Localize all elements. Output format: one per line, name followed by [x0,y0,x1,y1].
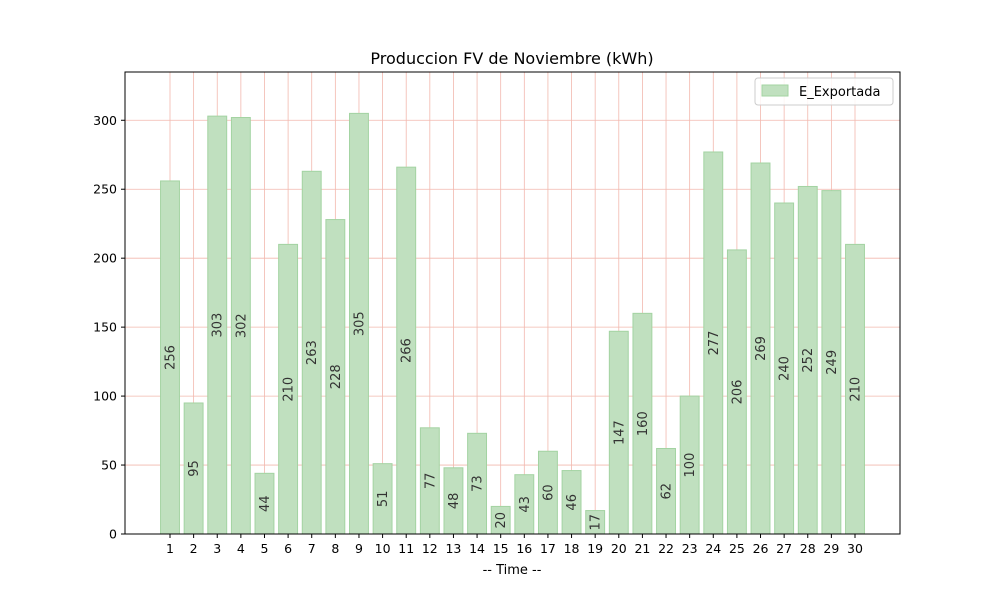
bar-value-label: 62 [660,483,675,500]
bar-value-label: 46 [565,494,580,511]
x-tick-label: 10 [375,541,391,556]
bar-value-label: 44 [258,495,273,512]
x-tick-label: 23 [682,541,698,556]
x-tick-label: 11 [398,541,414,556]
chart-title: Produccion FV de Noviembre (kWh) [370,49,653,68]
plot-frame [124,71,901,535]
bar-value-label: 256 [164,345,179,370]
bar-value-label: 95 [187,460,202,477]
bar-value-label: 20 [494,512,509,529]
x-tick-label: 28 [800,541,816,556]
bar-value-label: 43 [518,496,533,513]
y-tick-label: 200 [93,251,117,266]
bar-value-label: 269 [754,336,769,361]
bar-value-label: 305 [352,311,367,336]
y-axis-ticks: 0 50 100 150 200 250 300 [93,113,125,542]
x-tick-label: 13 [445,541,461,556]
bar-value-label: 77 [423,473,438,490]
x-tick-label: 15 [493,541,509,556]
x-tick-label: 21 [634,541,650,556]
x-tick-label: 4 [237,541,245,556]
bar-value-label: 147 [612,420,627,445]
bar-value-label: 206 [730,380,745,405]
bar-value-label: 228 [329,364,344,389]
x-axis-label: -- Time -- [483,563,542,578]
bar-value-label: 302 [234,313,249,338]
x-tick-label: 18 [564,541,580,556]
x-tick-label: 20 [611,541,627,556]
legend: E_Exportada [754,77,894,106]
bar-value-label: 277 [707,331,722,356]
bars [160,112,865,535]
x-axis-ticks: 1 2 3 4 5 6 7 8 9 10 11 12 13 14 15 16 17 18 19 20 21 22 23 24 2… [166,534,863,556]
x-tick-label: 3 [213,541,221,556]
legend-label: E_Exportada [799,85,880,100]
bar-value-label: 51 [376,491,391,508]
x-tick-label: 24 [705,541,721,556]
bar-value-label: 17 [589,514,604,531]
x-tick-label: 19 [587,541,603,556]
bar-value-label: 240 [778,356,793,381]
y-tick-label: 300 [93,113,117,128]
x-tick-label: 6 [284,541,292,556]
bar-value-label: 60 [541,484,556,501]
bar-value-label: 303 [211,313,226,338]
bar-value-label: 160 [636,411,651,436]
x-tick-label: 25 [729,541,745,556]
bar-value-label: 73 [471,475,486,492]
x-tick-label: 8 [331,541,339,556]
x-tick-label: 7 [308,541,316,556]
bar-value-label: 48 [447,493,462,510]
bar-value-label: 210 [849,377,864,402]
x-tick-label: 30 [847,541,863,556]
bar-value-label: 210 [282,377,297,402]
x-tick-label: 2 [190,541,198,556]
y-tick-label: 250 [93,182,117,197]
y-tick-label: 150 [93,320,117,335]
bar-value-label: 252 [801,348,816,373]
bar-value-label: 249 [825,350,840,375]
bar-value-label: 100 [683,453,698,478]
x-tick-label: 1 [166,541,174,556]
x-tick-label: 16 [516,541,532,556]
x-tick-label: 14 [469,541,485,556]
data-labels: 256 95 303 302 44 210 263 228 305 51 266 77 48 73 20 43… [164,311,864,530]
x-tick-label: 22 [658,541,674,556]
y-tick-label: 100 [93,389,117,404]
x-tick-label: 9 [355,541,363,556]
x-tick-label: 5 [261,541,269,556]
legend-frame [754,77,894,106]
x-tick-label: 29 [823,541,839,556]
x-tick-label: 12 [422,541,438,556]
bar-value-label: 263 [305,340,320,365]
y-tick-label: 0 [109,527,117,542]
x-tick-label: 27 [776,541,792,556]
x-tick-label: 26 [753,541,769,556]
x-tick-label: 17 [540,541,556,556]
legend-swatch [761,84,789,97]
bar-value-label: 266 [400,338,415,363]
y-tick-label: 50 [101,458,117,473]
